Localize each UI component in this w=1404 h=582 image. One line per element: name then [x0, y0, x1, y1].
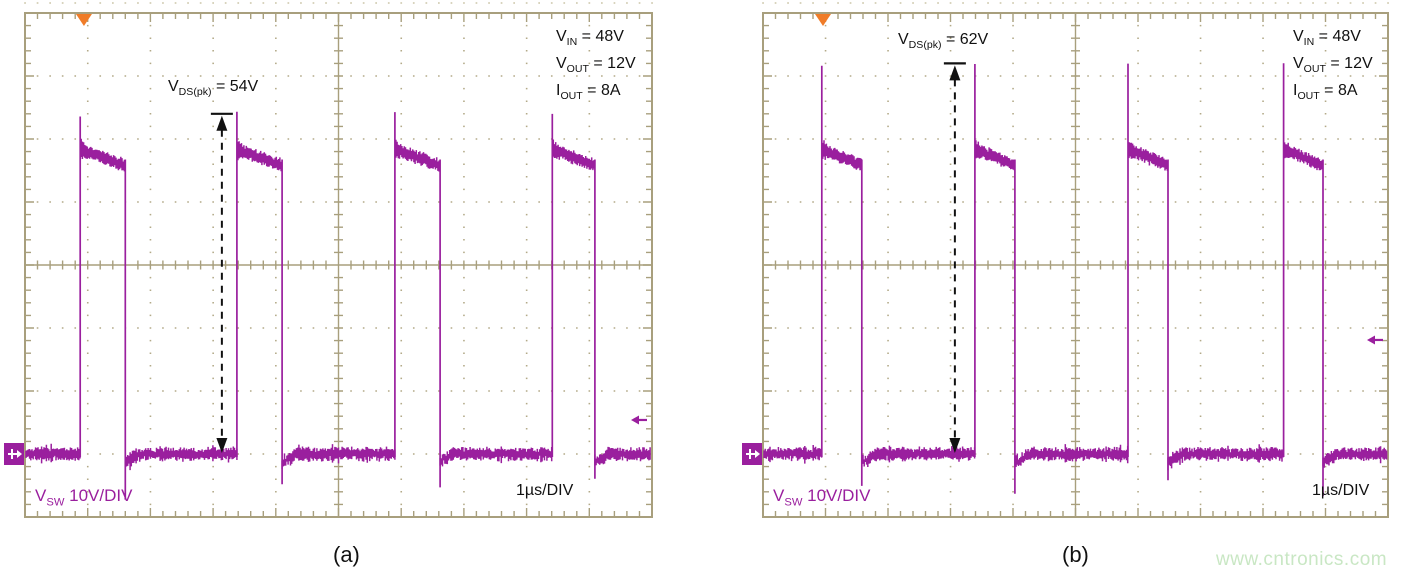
channel-scale-label-a: VSW 10V/DIV: [35, 486, 133, 509]
trigger-marker-icon: [815, 14, 831, 26]
vds-peak-label-a: VDS(pk) = 54V: [168, 78, 259, 99]
vds-peak-label-b: VDS(pk) = 62V: [898, 31, 989, 52]
condition-iout: IOUT = 8A: [556, 82, 621, 103]
test-conditions-a: VIN = 48V VOUT = 12V IOUT = 8A: [556, 26, 636, 108]
reference-arrow-icon: [1367, 335, 1375, 345]
condition-vin: VIN = 48V: [556, 28, 624, 49]
trigger-marker-icon: [75, 14, 92, 26]
timebase-label-b: 1µs/DIV: [1312, 482, 1370, 499]
caption-a: (a): [333, 542, 360, 567]
condition-vin: VIN = 48V: [1293, 28, 1361, 49]
vsw-trace: [25, 138, 651, 471]
condition-vout: VOUT = 12V: [1293, 55, 1373, 76]
vsw-trace-edges: [820, 63, 1324, 497]
condition-vout: VOUT = 12V: [556, 55, 636, 76]
timebase-label-a: 1µs/DIV: [516, 482, 574, 499]
vsw-trace-edges: [79, 111, 596, 500]
reference-arrow-icon: [631, 415, 639, 425]
channel-scale-label-b: VSW 10V/DIV: [773, 486, 871, 509]
vsw-trace: [763, 140, 1388, 471]
watermark: www.cntronics.com: [1216, 549, 1388, 570]
test-conditions-b: VIN = 48V VOUT = 12V IOUT = 8A: [1293, 26, 1373, 108]
caption-b: (b): [1062, 542, 1089, 567]
condition-iout: IOUT = 8A: [1293, 82, 1358, 103]
